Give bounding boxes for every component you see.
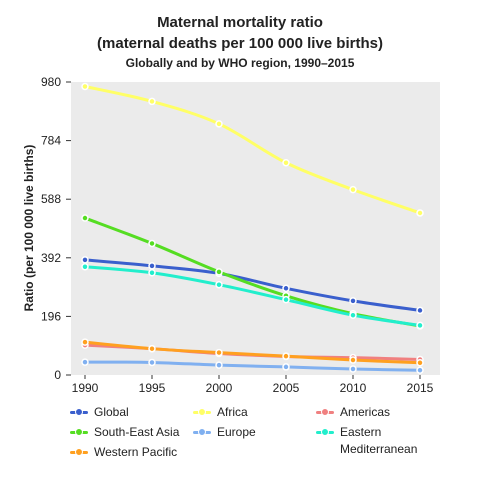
y-tick-label: 196 [41, 309, 61, 323]
series-eastern-mediterranean [81, 263, 424, 330]
y-tick-label: 784 [41, 134, 61, 148]
data-point-europe [81, 358, 89, 366]
data-point-africa [148, 97, 156, 106]
data-point-global [416, 306, 424, 315]
data-point-europe [215, 361, 223, 369]
data-point-eastern-mediterranean [282, 295, 290, 304]
legend-swatch-icon [193, 424, 211, 441]
y-axis-label: Ratio (per 100 000 live births) [22, 145, 36, 312]
series-line-europe [83, 360, 422, 372]
legend-item-africa[interactable]: Africa [193, 404, 307, 421]
series-line-africa [83, 84, 422, 215]
legend-label: South-East Asia [94, 425, 180, 439]
legend-swatch-icon [193, 404, 211, 421]
x-tick-label: 1995 [139, 381, 166, 395]
data-point-global [282, 284, 290, 293]
legend-item-eastern-mediterranean[interactable]: Eastern Mediterranean [316, 424, 430, 458]
x-tick-label: 2000 [206, 381, 233, 395]
data-point-western-pacific [81, 338, 89, 346]
data-point-western-pacific [416, 358, 424, 367]
data-point-western-pacific [148, 344, 156, 353]
x-tick-label: 2015 [407, 381, 434, 395]
legend-item-europe[interactable]: Europe [193, 424, 307, 441]
data-point-global [349, 297, 357, 305]
legend-label: Europe [217, 425, 256, 439]
chart-subtitle: (maternal deaths per 100 000 live births… [97, 35, 383, 52]
axes: 0 196 392 588 784 980 1990 1995 2000 2005 2010 2015 [41, 75, 434, 395]
data-point-western-pacific [282, 352, 290, 360]
series-group [81, 82, 424, 374]
legend-swatch-icon [316, 404, 334, 421]
data-point-south-east-asia [148, 239, 156, 248]
legend-swatch-icon [70, 404, 88, 421]
data-point-africa [416, 209, 424, 217]
data-point-global [148, 262, 156, 270]
data-point-africa [349, 185, 357, 194]
data-point-europe [148, 358, 156, 367]
legend-label: Africa [217, 405, 248, 419]
y-tick-label: 588 [41, 192, 61, 206]
chart-subtitle-2: Globally and by WHO region, 1990–2015 [125, 56, 355, 70]
legend: Global Africa Americas South-East Asia Europ… [0, 404, 480, 474]
legend-item-western-pacific[interactable]: Western Pacific [70, 444, 184, 461]
chart-title: Maternal mortality ratio [157, 14, 323, 31]
legend-swatch-icon [70, 444, 88, 461]
data-point-africa [282, 158, 290, 167]
data-point-eastern-mediterranean [349, 311, 357, 319]
legend-item-global[interactable]: Global [70, 404, 184, 421]
data-point-western-pacific [349, 356, 357, 364]
y-tick-label: 980 [41, 75, 61, 89]
legend-item-south-east-asia[interactable]: South-East Asia [70, 424, 184, 441]
legend-swatch-icon [316, 424, 334, 441]
series-line-eastern-mediterranean [83, 265, 422, 327]
data-point-eastern-mediterranean [416, 321, 424, 330]
plot-area: 0 196 392 588 784 980 1990 1995 2000 2005 2010 2015… [22, 75, 440, 395]
data-point-south-east-asia [81, 214, 89, 222]
data-point-europe [282, 363, 290, 371]
series-western-pacific [81, 338, 424, 367]
y-tick-label: 392 [41, 251, 61, 265]
data-point-eastern-mediterranean [148, 268, 156, 277]
x-tick-label: 2010 [340, 381, 367, 395]
legend-item-americas[interactable]: Americas [316, 404, 430, 421]
data-point-europe [416, 366, 424, 374]
data-point-europe [349, 365, 357, 373]
plot-background [71, 82, 440, 375]
data-point-western-pacific [215, 348, 223, 357]
legend-label: Western Pacific [94, 445, 178, 459]
data-point-africa [215, 120, 223, 128]
legend-swatch-icon [70, 424, 88, 441]
x-tick-label: 1990 [72, 381, 99, 395]
series-line-western-pacific [83, 340, 422, 365]
series-africa [81, 82, 424, 217]
data-point-eastern-mediterranean [215, 280, 223, 289]
series-line-global [83, 258, 422, 312]
data-point-south-east-asia [215, 268, 223, 276]
data-point-eastern-mediterranean [81, 263, 89, 271]
series-europe [81, 358, 424, 374]
data-point-global [81, 256, 89, 264]
legend-label: Eastern Mediterranean [340, 425, 418, 456]
legend-label: Global [94, 405, 129, 419]
data-point-africa [81, 82, 89, 91]
x-tick-label: 2005 [273, 381, 300, 395]
y-tick-label: 0 [54, 368, 61, 382]
legend-label: Americas [340, 405, 391, 419]
